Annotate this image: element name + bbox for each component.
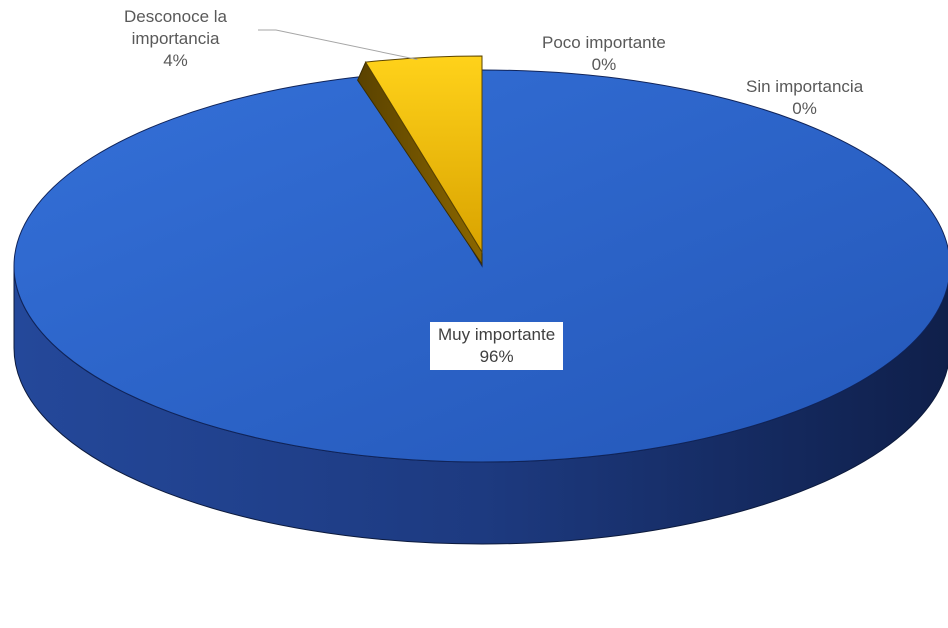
slice-muy-importante xyxy=(13,69,948,463)
slice-name: Poco importante xyxy=(542,33,666,52)
leader-line-desconoce-la-importancia xyxy=(258,29,418,61)
slice-percent: 96% xyxy=(479,347,514,366)
data-label-sin-importancia: Sin importancia 0% xyxy=(746,76,863,120)
slice-desconoce-la-importancia xyxy=(364,55,483,254)
data-label-desconoce: Desconoce la importancia 4% xyxy=(124,6,227,72)
slice-percent: 0% xyxy=(792,99,817,118)
data-label-poco-importante: Poco importante 0% xyxy=(542,32,666,76)
slice-percent: 0% xyxy=(591,55,617,74)
slice-name: Muy importante xyxy=(438,325,556,344)
slice-name-line-1: Desconoce la xyxy=(124,7,228,26)
data-label-muy-importante: Muy importante 96% xyxy=(430,322,564,370)
slice-percent: 4% xyxy=(163,51,188,70)
slice-name-line-2: importancia xyxy=(131,29,220,48)
slice-name: Sin importancia xyxy=(746,77,864,96)
